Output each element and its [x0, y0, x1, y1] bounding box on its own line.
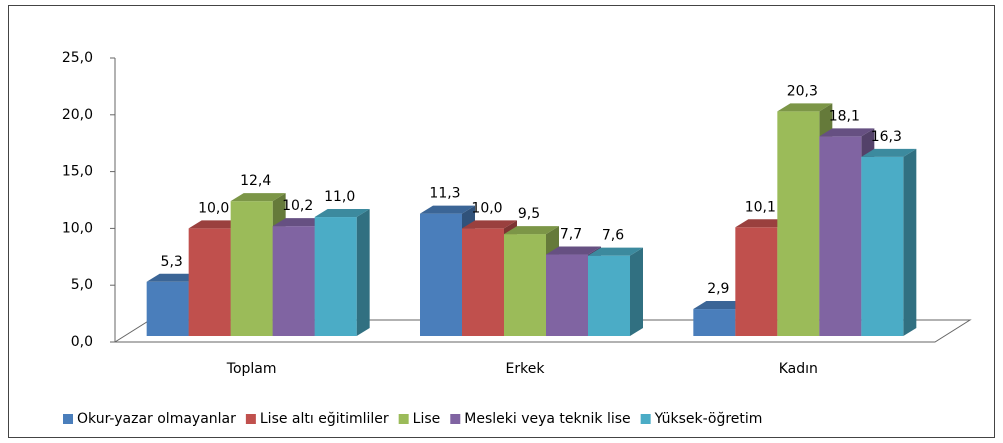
data-label: 20,3	[787, 83, 818, 99]
bar	[230, 201, 273, 336]
data-label: 11,0	[324, 189, 355, 205]
legend-label: Lise altı eğitimliler	[260, 411, 389, 427]
bar	[693, 309, 736, 336]
bar-top	[588, 247, 643, 256]
data-label: 18,1	[829, 108, 860, 124]
data-label: 10,2	[282, 198, 313, 214]
data-label: 5,3	[161, 254, 183, 270]
y-tick-label: 10,0	[62, 220, 93, 236]
y-tick-label: 25,0	[62, 50, 93, 66]
bar	[735, 227, 778, 336]
bar	[777, 111, 820, 336]
data-label: 16,3	[871, 129, 902, 145]
bar	[146, 281, 189, 336]
bar	[588, 255, 630, 336]
legend-swatch	[245, 414, 256, 424]
bar-top	[462, 220, 517, 229]
bar-top	[230, 193, 286, 202]
data-label: 7,6	[602, 228, 624, 244]
bar	[188, 228, 231, 336]
data-label: 10,0	[198, 200, 229, 216]
y-tick-label: 20,0	[62, 107, 93, 123]
bar	[420, 213, 462, 336]
bar	[314, 217, 357, 336]
bar	[504, 234, 546, 336]
legend-label: Lise	[413, 411, 441, 427]
data-label: 7,7	[560, 227, 582, 243]
bar-top	[420, 205, 475, 214]
y-tick-label: 0,0	[71, 334, 93, 350]
y-tick-label: 15,0	[62, 164, 93, 180]
data-label: 10,0	[471, 200, 502, 216]
y-tick-label: 5,0	[71, 277, 93, 293]
data-label: 12,4	[240, 173, 271, 189]
bar-top	[314, 209, 370, 218]
bar-top	[272, 218, 328, 227]
x-tick-label: Toplam	[226, 361, 277, 377]
data-label: 11,3	[429, 186, 460, 202]
x-tick-label: Erkek	[506, 361, 546, 377]
floor	[113, 319, 972, 343]
bar-top	[693, 301, 749, 310]
bar	[861, 156, 904, 336]
bar	[819, 136, 862, 336]
bar	[272, 226, 315, 336]
bar	[462, 228, 504, 336]
bar-top	[546, 246, 601, 255]
bar-top	[504, 226, 559, 235]
bar-top	[777, 103, 833, 112]
bar-top	[861, 148, 917, 157]
data-label: 9,5	[518, 206, 540, 222]
bar-top	[188, 220, 244, 229]
data-label: 2,9	[707, 281, 729, 297]
data-label: 10,1	[745, 199, 776, 215]
legend-swatch	[640, 414, 651, 424]
x-tick-label: Kadın	[779, 361, 818, 377]
legend-label: Mesleki veya teknik lise	[464, 411, 630, 427]
legend-label: Yüksek-öğretim	[654, 411, 763, 427]
bar-side	[356, 209, 370, 336]
legend-swatch	[398, 414, 409, 424]
bar-side	[903, 148, 917, 336]
bar	[546, 254, 588, 336]
legend-swatch	[63, 414, 73, 424]
legend-label: Okur-yazar olmayanlar	[77, 411, 236, 427]
legend-swatch	[450, 414, 461, 424]
bar-side	[630, 247, 643, 336]
bar-top	[735, 219, 791, 228]
bar-top	[819, 128, 875, 137]
bar-top	[146, 273, 202, 282]
